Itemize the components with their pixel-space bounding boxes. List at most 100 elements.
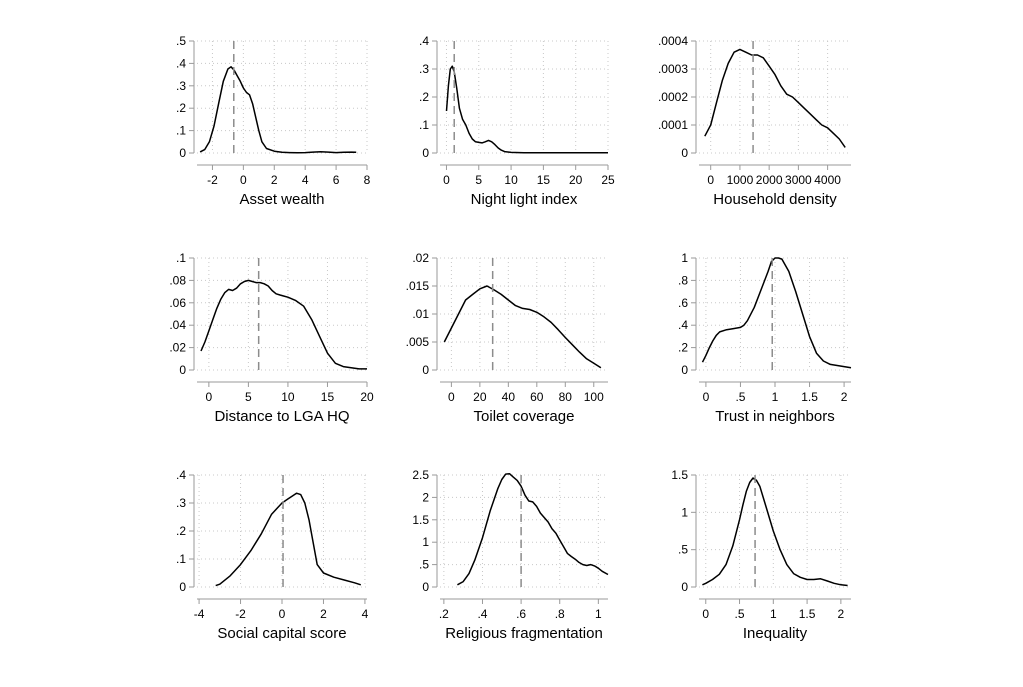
y-tick-label: .01 (412, 307, 429, 321)
x-tick-label: 100 (584, 390, 604, 404)
density-curve (443, 285, 602, 369)
density-curve (702, 477, 848, 587)
y-tick-label: .5 (176, 34, 186, 48)
x-axis-title: Inequality (743, 625, 808, 642)
x-tick-label: 0 (443, 173, 450, 187)
x-tick-label: .2 (439, 607, 449, 621)
x-tick-label: 0 (240, 173, 247, 187)
x-tick-label: 6 (333, 173, 340, 187)
panel-1: 0 .1 .2 .3 .4 .5 -2 0 2 4 6 8 Asset wealth (176, 34, 371, 208)
y-tick-label: 0 (179, 363, 186, 377)
y-tick-label: .1 (419, 118, 429, 132)
y-tick-label: 0 (422, 580, 429, 594)
x-tick-label: 1.5 (801, 390, 818, 404)
x-tick-label: 8 (364, 173, 371, 187)
panel-4: 0 .02 .04 .06 .08 .1 0 5 10 15 20 Distance to LGA H… (169, 251, 374, 425)
y-tick-label: 1.5 (412, 513, 429, 527)
y-tick-label: 0 (681, 363, 688, 377)
y-tick-label: .1 (176, 251, 186, 265)
y-tick-label: 1.5 (671, 468, 688, 482)
x-tick-label: .5 (735, 390, 745, 404)
x-axis-title: Toilet coverage (474, 408, 575, 425)
y-tick-label: 1 (681, 251, 688, 265)
x-tick-label: .5 (735, 607, 745, 621)
panel-2: 0 .1 .2 .3 .4 0 5 10 15 20 25 Night light index (419, 34, 615, 208)
x-tick-label: 1 (595, 607, 602, 621)
panel-9: 0 .5 1 1.5 0 .5 1 1.5 2 Inequality (671, 468, 851, 642)
panel-5: 0 .005 .01 .015 .02 0 20 40 60 80 100 Toilet covera… (406, 251, 608, 425)
panel-6: 0 .2 .4 .6 .8 1 0 .5 1 1.5 2 Trust in neighbors (678, 251, 852, 425)
x-tick-label: 0 (702, 607, 709, 621)
y-tick-label: .015 (406, 279, 430, 293)
x-tick-label: -2 (235, 607, 246, 621)
x-tick-label: 20 (569, 173, 583, 187)
y-tick-label: .02 (169, 341, 186, 355)
y-tick-label: .2 (176, 101, 186, 115)
panel-3: 0 .0001 .0002 .0003 .0004 0 1000 2000 3000 4000 Ho… (658, 34, 851, 208)
x-tick-label: 4 (302, 173, 309, 187)
density-curve (704, 48, 846, 148)
x-tick-label: 40 (502, 390, 516, 404)
x-tick-label: 0 (206, 390, 213, 404)
y-tick-label: .4 (678, 318, 688, 332)
x-axis-title: Night light index (471, 191, 578, 208)
y-tick-label: .6 (678, 296, 688, 310)
x-tick-label: 1000 (727, 173, 754, 187)
x-tick-label: 2 (271, 173, 278, 187)
y-tick-label: .08 (169, 273, 186, 287)
x-tick-label: 1 (772, 390, 779, 404)
x-tick-label: 0 (703, 390, 710, 404)
x-axis-title: Asset wealth (239, 191, 324, 208)
x-tick-label: 1.5 (799, 607, 816, 621)
y-tick-label: .5 (678, 543, 688, 557)
density-curve (701, 257, 852, 369)
y-tick-label: .1 (176, 124, 186, 138)
x-tick-label: 5 (475, 173, 482, 187)
x-tick-label: 2 (320, 607, 327, 621)
y-tick-label: 0 (422, 146, 429, 160)
panel-8: 0 .5 1 1.5 2 2.5 .2 .4 .6 .8 1 Religious fragmentat… (412, 468, 609, 642)
y-tick-label: .0002 (658, 90, 688, 104)
x-tick-label: 5 (245, 390, 252, 404)
x-tick-label: 10 (504, 173, 518, 187)
y-tick-label: .06 (169, 296, 186, 310)
x-tick-label: 0 (448, 390, 455, 404)
x-tick-label: 0 (279, 607, 286, 621)
y-tick-label: .4 (176, 56, 186, 70)
x-axis-title: Social capital score (217, 625, 346, 642)
y-tick-label: .5 (419, 558, 429, 572)
y-tick-label: 0 (179, 580, 186, 594)
x-tick-label: .8 (555, 607, 565, 621)
x-tick-label: 15 (537, 173, 551, 187)
y-tick-label: .3 (176, 79, 186, 93)
x-tick-label: 15 (321, 390, 335, 404)
y-tick-label: .4 (176, 468, 186, 482)
y-tick-label: .2 (419, 90, 429, 104)
x-tick-label: 80 (559, 390, 573, 404)
x-tick-label: 2 (841, 390, 848, 404)
y-tick-label: .8 (678, 273, 688, 287)
x-tick-label: -2 (207, 173, 218, 187)
x-axis-title: Household density (713, 191, 837, 208)
panel-7: 0 .1 .2 .3 .4 -4 -2 0 2 4 Social capital score (176, 468, 369, 642)
y-tick-label: .2 (176, 524, 186, 538)
density-curve (457, 472, 609, 586)
y-tick-label: .0001 (658, 118, 688, 132)
y-tick-label: .0003 (658, 62, 688, 76)
y-tick-label: .0004 (658, 34, 688, 48)
x-tick-label: 20 (360, 390, 374, 404)
x-tick-label: .4 (477, 607, 487, 621)
y-tick-label: 2 (422, 490, 429, 504)
density-curve (215, 492, 362, 587)
y-tick-label: 2.5 (412, 468, 429, 482)
y-tick-label: .3 (176, 496, 186, 510)
x-tick-label: 10 (281, 390, 295, 404)
x-tick-label: 60 (530, 390, 544, 404)
x-tick-label: 3000 (785, 173, 812, 187)
x-axis-title: Religious fragmentation (445, 625, 603, 642)
x-tick-label: 2000 (756, 173, 783, 187)
y-tick-label: .02 (412, 251, 429, 265)
y-tick-label: 0 (681, 580, 688, 594)
